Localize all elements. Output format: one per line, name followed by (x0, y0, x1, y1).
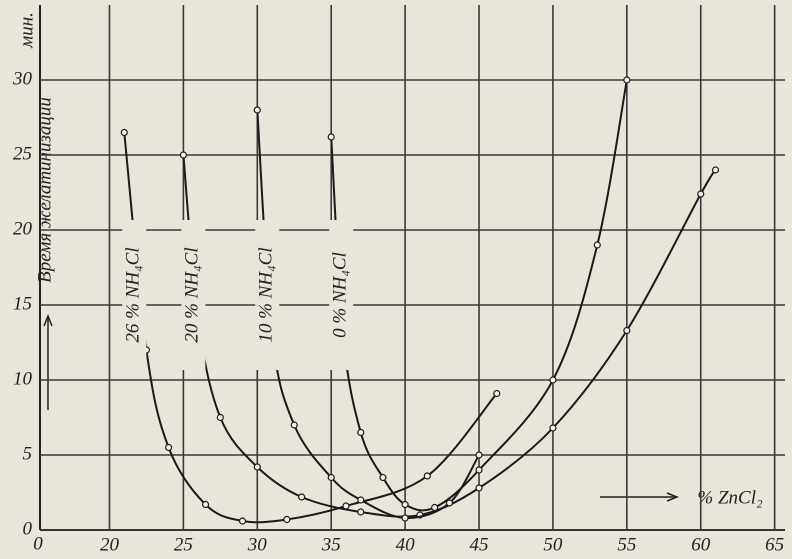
x-arrow-head (666, 492, 680, 502)
point (283, 515, 291, 524)
x-tick-label: 50 (543, 534, 563, 555)
label-bg (255, 220, 280, 370)
y-arrow-head (43, 313, 53, 327)
series-label: 10 % NH₄Cl (256, 247, 277, 342)
point (445, 499, 454, 507)
point (253, 463, 261, 471)
series-label: 26 % NH₄Cl (123, 247, 144, 342)
point (357, 428, 365, 437)
point (216, 413, 224, 422)
x-tick-label: 20 (100, 534, 120, 555)
point (379, 473, 387, 482)
series-label: 0 % NH₄Cl (330, 252, 351, 338)
point (475, 466, 483, 474)
point (431, 503, 439, 512)
y-axis-label: Время желатинизации (34, 97, 55, 283)
x-tick-label: 35 (321, 534, 341, 555)
x-axis-label: % ZnCl₂ (697, 487, 763, 508)
y-tick-label: 5 (23, 443, 33, 464)
series-label: 20 % NH₄Cl (182, 247, 203, 342)
point (357, 496, 365, 504)
x-tick-label: 40 (396, 534, 416, 555)
point (298, 493, 306, 501)
point (593, 241, 601, 249)
point (165, 443, 173, 452)
x-tick-label: 60 (691, 534, 711, 555)
point (623, 326, 631, 335)
y-tick-label: 20 (13, 218, 33, 239)
point (357, 508, 365, 516)
y-tick-label: 15 (13, 293, 32, 314)
x-tick-label: 65 (765, 534, 784, 555)
point (290, 421, 298, 429)
point (327, 473, 335, 482)
point (711, 166, 720, 174)
y-unit: мин. (16, 12, 37, 49)
point (475, 484, 483, 492)
x-tick-label: 30 (247, 534, 268, 555)
point (179, 151, 187, 159)
x-tick-label: 45 (470, 534, 489, 555)
point (401, 500, 409, 509)
point (120, 128, 128, 137)
point (401, 514, 409, 522)
point (623, 76, 631, 84)
point (253, 106, 261, 114)
y-tick-label: 30 (12, 68, 33, 89)
label-bg (181, 220, 206, 370)
label-bg (122, 220, 147, 370)
point (201, 500, 210, 509)
x-origin-label: 0 (33, 533, 43, 554)
point (327, 133, 335, 141)
point (423, 472, 431, 480)
point (549, 424, 557, 432)
point (238, 517, 247, 525)
y-tick-label: 10 (13, 368, 33, 389)
label-bg (329, 220, 354, 370)
point (549, 376, 557, 384)
y-tick-label: 25 (13, 143, 32, 164)
point (697, 190, 705, 198)
x-tick-label: 55 (617, 534, 636, 555)
y-tick-label: 0 (23, 518, 33, 539)
point (493, 389, 501, 398)
point (475, 451, 483, 459)
x-tick-label: 25 (174, 534, 193, 555)
